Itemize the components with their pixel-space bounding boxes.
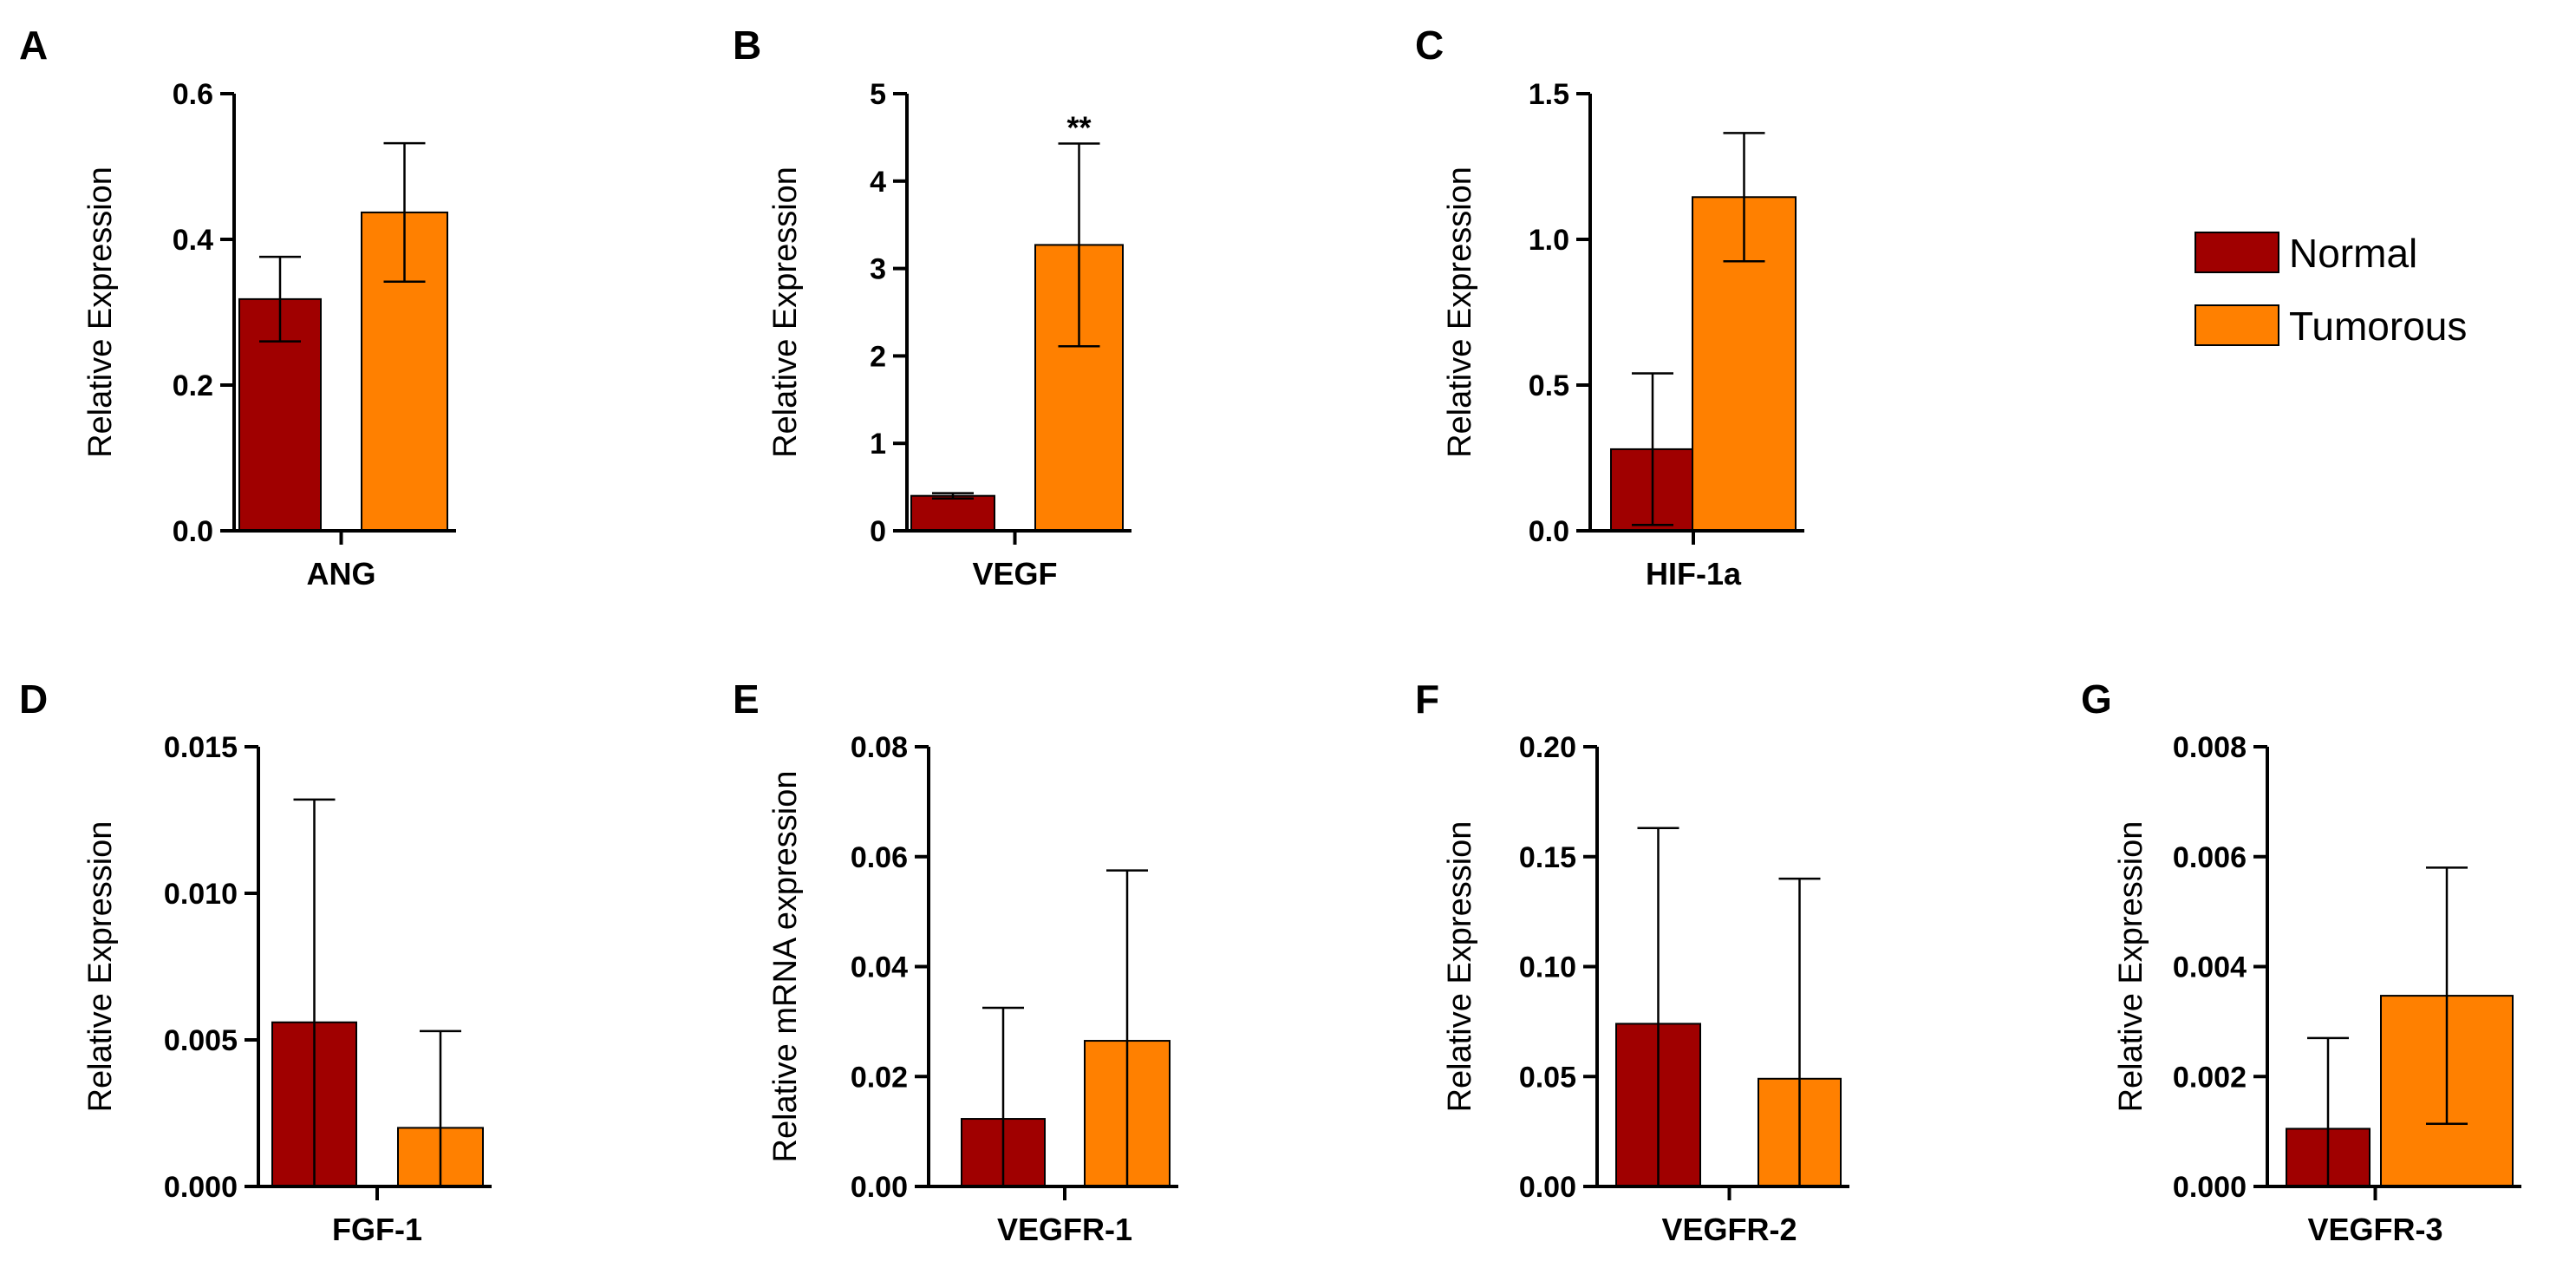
category-label-e: VEGFR-1 xyxy=(997,1212,1132,1247)
panel-g: G Relative Expression 0.000 0.002 0.004 0.006… xyxy=(2081,676,2521,1247)
panel-b: B Relative Expression 0 1 2 3 4 5 ** VEGF xyxy=(733,23,1131,591)
y-axis-label-a: Relative Expression xyxy=(82,167,119,458)
y-tick-label-a: 0.4 xyxy=(173,224,213,257)
panel-letter-g: G xyxy=(2081,676,2112,722)
y-tick-label-e: 0.06 xyxy=(851,841,908,874)
y-tick-label-b: 0 xyxy=(870,515,886,548)
y-tick-label-f: 0.05 xyxy=(1519,1061,1576,1094)
y-tick-label-g: 0.008 xyxy=(2173,731,2247,764)
y-axis-label-d: Relative Expression xyxy=(82,821,119,1113)
panel-letter-a: A xyxy=(19,23,48,68)
y-axis-label-f: Relative Expression xyxy=(1442,821,1478,1113)
legend-label-tumorous: Tumorous xyxy=(2289,304,2467,349)
category-label-c: HIF-1a xyxy=(1646,556,1742,591)
legend-swatch-tumorous xyxy=(2194,304,2279,346)
legend-label-normal: Normal xyxy=(2289,231,2417,276)
y-tick-label-c: 0.0 xyxy=(1529,515,1569,548)
y-tick-label-b: 5 xyxy=(870,78,886,111)
category-label-a: ANG xyxy=(307,556,376,591)
category-label-b: VEGF xyxy=(972,556,1057,591)
panel-letter-c: C xyxy=(1415,23,1444,68)
y-tick-label-b: 1 xyxy=(870,428,886,461)
y-tick-label-d: 0.015 xyxy=(164,731,238,764)
panel-d: D Relative Expression 0.000 0.005 0.010 0.015… xyxy=(19,676,492,1247)
y-tick-label-g: 0.004 xyxy=(2173,951,2247,984)
chart-panels: A Relative Expression 0.0 0.2 0.4 0.6 ANG B Rela… xyxy=(19,23,2521,1247)
y-tick-label-g: 0.006 xyxy=(2173,841,2247,874)
y-tick-label-a: 0.2 xyxy=(173,369,213,402)
y-tick-label-c: 0.5 xyxy=(1529,369,1569,402)
bar-b-normal xyxy=(910,494,995,532)
y-tick-label-b: 2 xyxy=(870,340,886,373)
y-tick-label-g: 0.002 xyxy=(2173,1061,2247,1094)
category-label-g: VEGFR-3 xyxy=(2307,1212,2442,1247)
y-tick-label-d: 0.000 xyxy=(164,1171,238,1204)
y-tick-label-b: 4 xyxy=(870,166,886,199)
significance-annotation-b: ** xyxy=(1066,109,1091,145)
y-tick-label-d: 0.005 xyxy=(164,1024,238,1057)
y-tick-label-a: 0.6 xyxy=(173,78,213,111)
panel-letter-d: D xyxy=(19,676,48,722)
y-tick-label-e: 0.02 xyxy=(851,1061,908,1094)
y-tick-label-f: 0.20 xyxy=(1519,731,1576,764)
y-tick-label-c: 1.0 xyxy=(1529,224,1569,257)
panel-letter-b: B xyxy=(733,23,761,68)
y-axis-label-b: Relative Expression xyxy=(767,167,804,458)
y-tick-label-f: 0.10 xyxy=(1519,951,1576,984)
y-tick-label-c: 1.5 xyxy=(1529,78,1569,111)
y-tick-label-g: 0.000 xyxy=(2173,1171,2247,1204)
y-tick-label-e: 0.08 xyxy=(851,731,908,764)
panel-f: F Relative Expression 0.00 0.05 0.10 0.15 0.20… xyxy=(1415,676,1849,1247)
panel-c: C Relative Expression 0.0 0.5 1.0 1.5 HIF-1a xyxy=(1415,23,1804,591)
y-tick-label-e: 0.00 xyxy=(851,1171,908,1204)
y-axis-label-g: Relative Expression xyxy=(2113,821,2149,1113)
y-tick-label-f: 0.15 xyxy=(1519,841,1576,874)
y-tick-label-e: 0.04 xyxy=(851,951,908,984)
category-label-d: FGF-1 xyxy=(332,1212,422,1247)
category-label-f: VEGFR-2 xyxy=(1661,1212,1797,1247)
y-tick-label-d: 0.010 xyxy=(164,878,238,911)
y-tick-label-a: 0.0 xyxy=(173,515,213,548)
panel-e: E Relative mRNA expression 0.00 0.02 0.04 0.0… xyxy=(733,676,1178,1247)
panel-letter-f: F xyxy=(1415,676,1439,722)
legend-swatch-normal xyxy=(2194,232,2279,273)
y-tick-label-f: 0.00 xyxy=(1519,1171,1576,1204)
panel-a: A Relative Expression 0.0 0.2 0.4 0.6 ANG xyxy=(19,23,456,591)
y-tick-label-b: 3 xyxy=(870,253,886,286)
legend: Normal Tumorous xyxy=(2194,231,2467,349)
y-axis-label-c: Relative Expression xyxy=(1442,167,1478,458)
panel-letter-e: E xyxy=(733,676,760,722)
y-axis-label-e: Relative mRNA expression xyxy=(767,771,804,1163)
